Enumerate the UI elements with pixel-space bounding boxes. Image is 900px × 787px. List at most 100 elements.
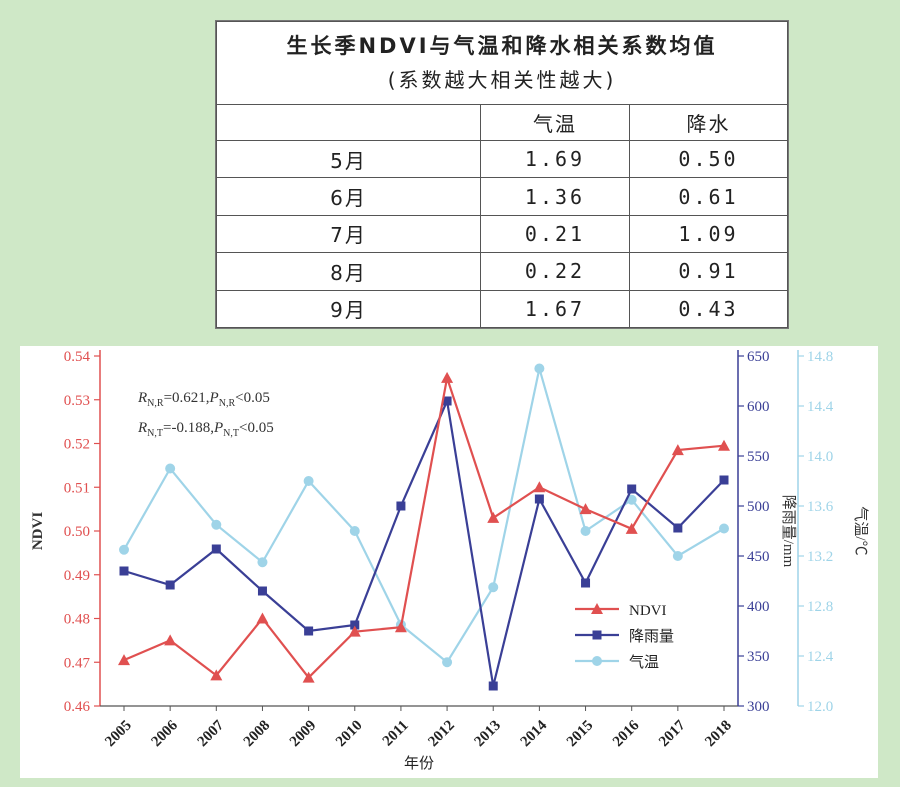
table-row: 6月 1.36 0.61	[216, 177, 788, 216]
rain-axis-tick-label: 650	[747, 349, 770, 365]
table-cell-month: 9月	[216, 289, 481, 329]
ndvi-point	[671, 444, 684, 456]
x-axis-tick-label: 2016	[610, 717, 643, 750]
ndvi-line	[123, 377, 725, 680]
legend-ndvi-label: NDVI	[629, 603, 667, 619]
temperature-point	[165, 463, 176, 474]
left-axis-tick-label: 0.50	[64, 524, 90, 540]
correlation-table: 生长季NDVI与气温和降水相关系数均值 (系数越大相关性越大) 气温 降水 5月…	[216, 21, 788, 329]
temp-axis-tick-label: 12.0	[807, 699, 833, 715]
rain-axis-tick-label: 350	[747, 649, 770, 665]
stat-line-ndvi-temp: RN,T=-0.188,PN,T<0.05	[137, 420, 274, 439]
rainfall-point	[304, 626, 314, 636]
left-axis-tick-label: 0.47	[64, 655, 91, 671]
ndvi-point	[164, 634, 177, 646]
table-subtitle: (系数越大相关性越大)	[387, 68, 617, 92]
ndvi-point	[625, 522, 638, 534]
left-axis-tick-label: 0.46	[64, 699, 91, 715]
table-header-empty	[216, 104, 481, 141]
temp-axis-tick-label: 13.2	[807, 549, 833, 565]
temp-axis-label: 气温/℃	[852, 506, 869, 555]
temperature-point	[580, 526, 591, 536]
temperature-point	[626, 494, 637, 505]
table-cell-precipitation: 0.61	[629, 177, 788, 216]
temp-axis-tick-label: 12.4	[807, 649, 834, 665]
x-axis-label: 年份	[404, 755, 434, 772]
temperature-point	[488, 582, 499, 593]
stat-r-subscript: N,T	[147, 428, 163, 439]
temperature-point	[672, 551, 683, 561]
rain-axis-tick-label: 450	[747, 549, 770, 565]
stat-r-symbol: R	[137, 390, 147, 406]
table-header-temperature: 气温	[480, 104, 630, 141]
ndvi-point	[394, 621, 407, 633]
stat-r-value: =0.621,	[164, 390, 210, 406]
rainfall-point	[534, 494, 544, 504]
temp-axis-tick-label: 14.0	[807, 449, 833, 465]
table-row: 7月 0.21 1.09	[216, 214, 788, 254]
ndvi-point	[256, 612, 269, 624]
left-axis-tick-label: 0.49	[64, 568, 90, 584]
chart-card: 0.46 0.47 0.48 0.49 0.50 0.51 0.52 0.53 0.54 NDVI…	[20, 346, 878, 778]
table-title: 生长季NDVI与气温和降水相关系数均值	[286, 34, 718, 58]
temp-axis-tick-label: 13.6	[807, 499, 834, 515]
x-axis-tick-label: 2018	[702, 718, 735, 751]
stat-r-symbol: R	[137, 420, 147, 436]
correlation-table-card: 生长季NDVI与气温和降水相关系数均值 (系数越大相关性越大) 气温 降水 5月…	[215, 20, 789, 329]
rainfall-point	[488, 681, 498, 691]
left-axis-label: NDVI	[30, 512, 46, 550]
rain-axis-tick-label: 600	[747, 399, 770, 415]
stat-p-symbol: P	[213, 420, 223, 436]
rain-axis-tick-label: 300	[747, 699, 770, 715]
table-cell-precipitation: 0.91	[629, 252, 788, 291]
stat-p-subscript: N,R	[219, 398, 236, 409]
x-axis-tick-label: 2017	[656, 717, 689, 750]
table-cell-temperature: 0.21	[480, 214, 630, 254]
table-row: 8月 0.22 0.91	[216, 252, 788, 291]
x-axis-tick-label: 2011	[380, 718, 412, 750]
rainfall-point	[581, 578, 591, 588]
table-cell-temperature: 1.36	[480, 177, 630, 216]
stat-p-value: <0.05	[239, 420, 274, 436]
stat-p-subscript: N,T	[223, 428, 239, 439]
ndvi-point	[718, 439, 730, 451]
table-cell-precipitation: 0.43	[629, 289, 788, 329]
table-cell-month: 5月	[216, 139, 481, 179]
rainfall-point	[165, 580, 175, 590]
x-axis-tick-label: 2014	[518, 717, 551, 750]
ndvi-point	[579, 503, 592, 515]
x-axis-tick-label: 2005	[102, 718, 135, 751]
x-axis-tick-label: 2007	[195, 717, 228, 750]
ndvi-chart: 0.46 0.47 0.48 0.49 0.50 0.51 0.52 0.53 0.54 NDVI…	[30, 349, 869, 772]
legend-temperature-label: 气温	[629, 654, 659, 671]
temperature-point	[534, 363, 545, 374]
x-axis-tick-label: 2013	[472, 718, 505, 751]
temp-axis-tick-label: 14.8	[807, 349, 833, 365]
temperature-point	[349, 526, 360, 536]
temp-axis-tick-label: 14.4	[807, 399, 834, 415]
temperature-point	[257, 557, 268, 568]
temperature-point	[442, 657, 453, 668]
left-axis-tick-label: 0.53	[64, 393, 90, 409]
left-axis-tick-label: 0.54	[64, 349, 91, 365]
x-axis-tick-label: 2012	[425, 718, 458, 751]
rainfall-point	[257, 586, 267, 596]
rainfall-point	[396, 501, 406, 511]
temperature-point	[303, 476, 314, 486]
stat-r-value: =-0.188,	[163, 420, 214, 436]
ndvi-point	[118, 654, 130, 666]
left-axis-tick-label: 0.48	[64, 612, 90, 628]
ndvi-point	[348, 625, 361, 637]
stat-p-value: <0.05	[235, 390, 270, 406]
table-header-precipitation: 降水	[629, 104, 788, 141]
table-cell-month: 7月	[216, 214, 481, 254]
table-cell-month: 6月	[216, 177, 481, 216]
rain-axis-tick-label: 400	[747, 599, 770, 615]
x-axis-tick-label: 2010	[333, 718, 366, 751]
stat-p-symbol: P	[209, 390, 219, 406]
table-row: 5月 1.69 0.50	[216, 139, 788, 179]
rain-axis-tick-label: 500	[747, 499, 770, 515]
ndvi-point	[210, 669, 223, 681]
ndvi-point	[441, 371, 454, 383]
rainfall-point	[673, 523, 683, 533]
